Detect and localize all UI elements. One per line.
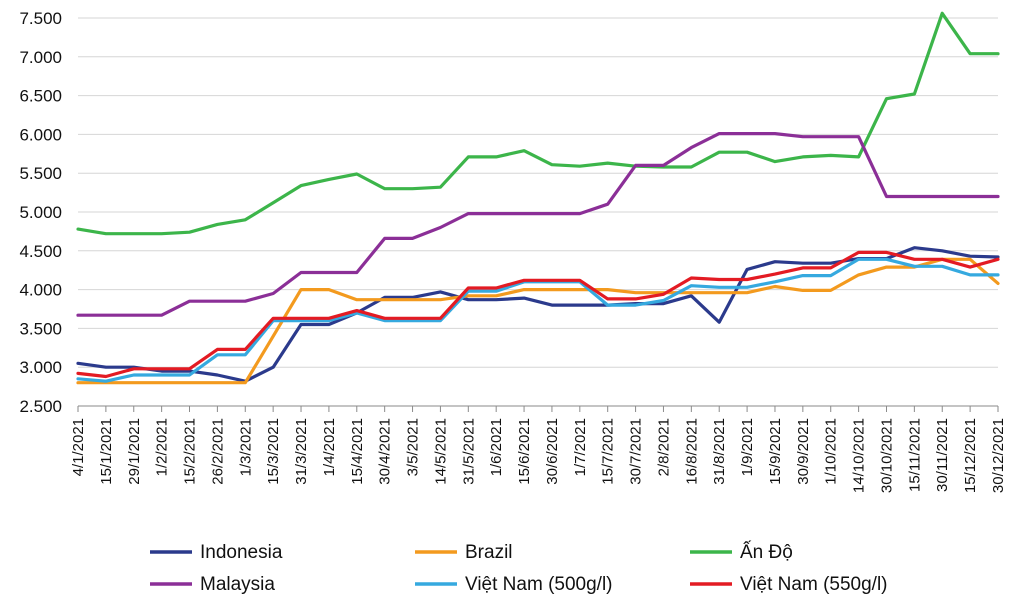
- legend-label-brazil: Brazil: [465, 542, 513, 563]
- x-tick-label: 14/10/2021: [851, 418, 868, 493]
- x-tick-label: 15/4/2021: [349, 418, 366, 485]
- x-tick-label: 16/8/2021: [683, 418, 700, 485]
- x-tick-label: 31/3/2021: [293, 418, 310, 485]
- x-tick-label: 30/7/2021: [628, 418, 645, 485]
- x-tick-label: 30/4/2021: [377, 418, 394, 485]
- y-tick-label: 3.000: [19, 358, 62, 377]
- y-tick-label: 3.500: [19, 319, 62, 338]
- y-tick-label: 6.000: [19, 125, 62, 144]
- legend-label-viet-nam-550g-l: Việt Nam (550g/l): [740, 574, 888, 595]
- legend-label-indonesia: Indonesia: [200, 542, 283, 563]
- y-tick-label: 5.500: [19, 164, 62, 183]
- series-line-indonesia: [76, 246, 1000, 383]
- y-tick-label: 7.000: [19, 48, 62, 67]
- x-tick-label: 2/8/2021: [655, 418, 672, 476]
- x-tick-label: 31/8/2021: [711, 418, 728, 485]
- x-tick-label: 30/12/2021: [990, 418, 1007, 493]
- x-tick-label: 1/2/2021: [154, 418, 171, 476]
- x-tick-label: 30/11/2021: [934, 418, 951, 492]
- x-tick-label: 3/5/2021: [405, 418, 422, 476]
- x-tick-label: 1/4/2021: [321, 418, 338, 476]
- series-line-malaysia: [76, 132, 1000, 317]
- y-tick-label: 7.500: [19, 9, 62, 28]
- legend-label-malaysia: Malaysia: [200, 574, 275, 595]
- x-axis: [77, 405, 999, 412]
- x-tick-label: 14/5/2021: [432, 418, 449, 485]
- x-tick-label: 29/1/2021: [126, 418, 143, 485]
- series-line-an-o: [76, 11, 1000, 236]
- x-tick-label: 31/5/2021: [460, 418, 477, 485]
- y-tick-label: 6.500: [19, 87, 62, 106]
- y-tick-label: 4.500: [19, 242, 62, 261]
- series-lines: [76, 11, 1000, 385]
- x-tick-label: 15/3/2021: [265, 418, 282, 485]
- x-tick-label: 1/6/2021: [488, 418, 505, 476]
- y-tick-label: 2.500: [19, 397, 62, 416]
- x-tick-label: 15/2/2021: [182, 418, 199, 485]
- x-tick-label: 15/12/2021: [962, 418, 979, 493]
- y-tick-label: 5.000: [19, 203, 62, 222]
- legend: Indonesia Brazil Ấn Độ Malaysia Việt Nam (50…: [150, 541, 888, 595]
- x-tick-label: 15/7/2021: [600, 418, 617, 485]
- x-axis-ticks: 4/1/2021 15/1/2021 29/1/2021 1/2/2021 15/2/2…: [70, 418, 1007, 493]
- y-axis-ticks: 2.500 3.000 3.500 4.000 4.500 5.000 5.500 6.000…: [19, 9, 62, 416]
- x-tick-label: 15/1/2021: [98, 418, 115, 485]
- legend-label-an-o: Ấn Độ: [740, 541, 793, 563]
- x-tick-label: 1/9/2021: [739, 418, 756, 476]
- x-tick-label: 15/9/2021: [767, 418, 784, 485]
- y-tick-label: 4.000: [19, 281, 62, 300]
- x-tick-label: 15/11/2021: [906, 418, 923, 492]
- x-tick-label: 1/7/2021: [572, 418, 589, 476]
- x-tick-label: 15/6/2021: [516, 418, 533, 485]
- series-line-viet-nam-500g-l: [76, 257, 1000, 383]
- series-line-viet-nam-550g-l: [76, 250, 1000, 379]
- x-tick-label: 26/2/2021: [209, 418, 226, 485]
- series-line-brazil: [76, 257, 1000, 385]
- x-tick-label: 4/1/2021: [70, 418, 87, 476]
- x-tick-label: 1/3/2021: [237, 418, 254, 476]
- x-tick-label: 30/9/2021: [795, 418, 812, 485]
- x-tick-label: 1/10/2021: [823, 418, 840, 485]
- x-tick-label: 30/6/2021: [544, 418, 561, 485]
- x-tick-label: 30/10/2021: [878, 418, 895, 493]
- legend-label-viet-nam-500g-l: Việt Nam (500g/l): [465, 574, 613, 595]
